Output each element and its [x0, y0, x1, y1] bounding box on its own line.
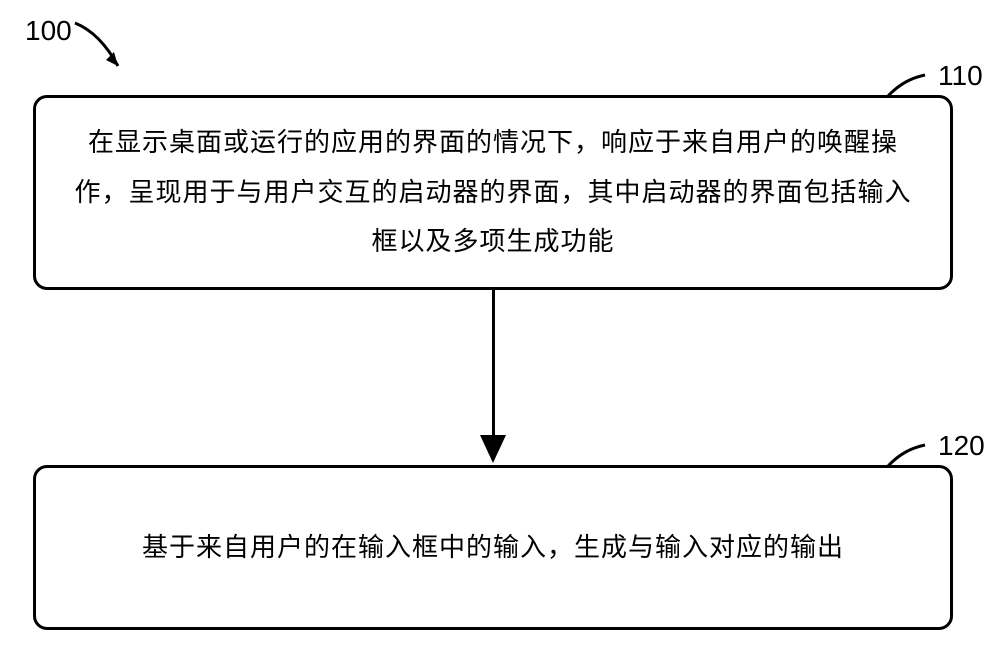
node-label-110: 110 [938, 60, 983, 92]
flow-node-110: 在显示桌面或运行的应用的界面的情况下，响应于来自用户的唤醒操作，呈现用于与用户交… [33, 95, 953, 290]
figure-label-main: 100 [25, 15, 72, 47]
edge-110-to-120-arrowhead-icon [480, 435, 506, 463]
flow-node-120-text: 基于来自用户的在输入框中的输入，生成与输入对应的输出 [142, 523, 844, 572]
flow-node-120: 基于来自用户的在输入框中的输入，生成与输入对应的输出 [33, 465, 953, 630]
node-label-120: 120 [938, 430, 985, 462]
figure-arc-main-icon [70, 18, 130, 78]
edge-110-to-120-line [492, 290, 495, 440]
flowchart-diagram: 100 110 在显示桌面或运行的应用的界面的情况下，响应于来自用户的唤醒操作，… [0, 0, 1000, 666]
flow-node-110-text: 在显示桌面或运行的应用的界面的情况下，响应于来自用户的唤醒操作，呈现用于与用户交… [66, 118, 920, 266]
